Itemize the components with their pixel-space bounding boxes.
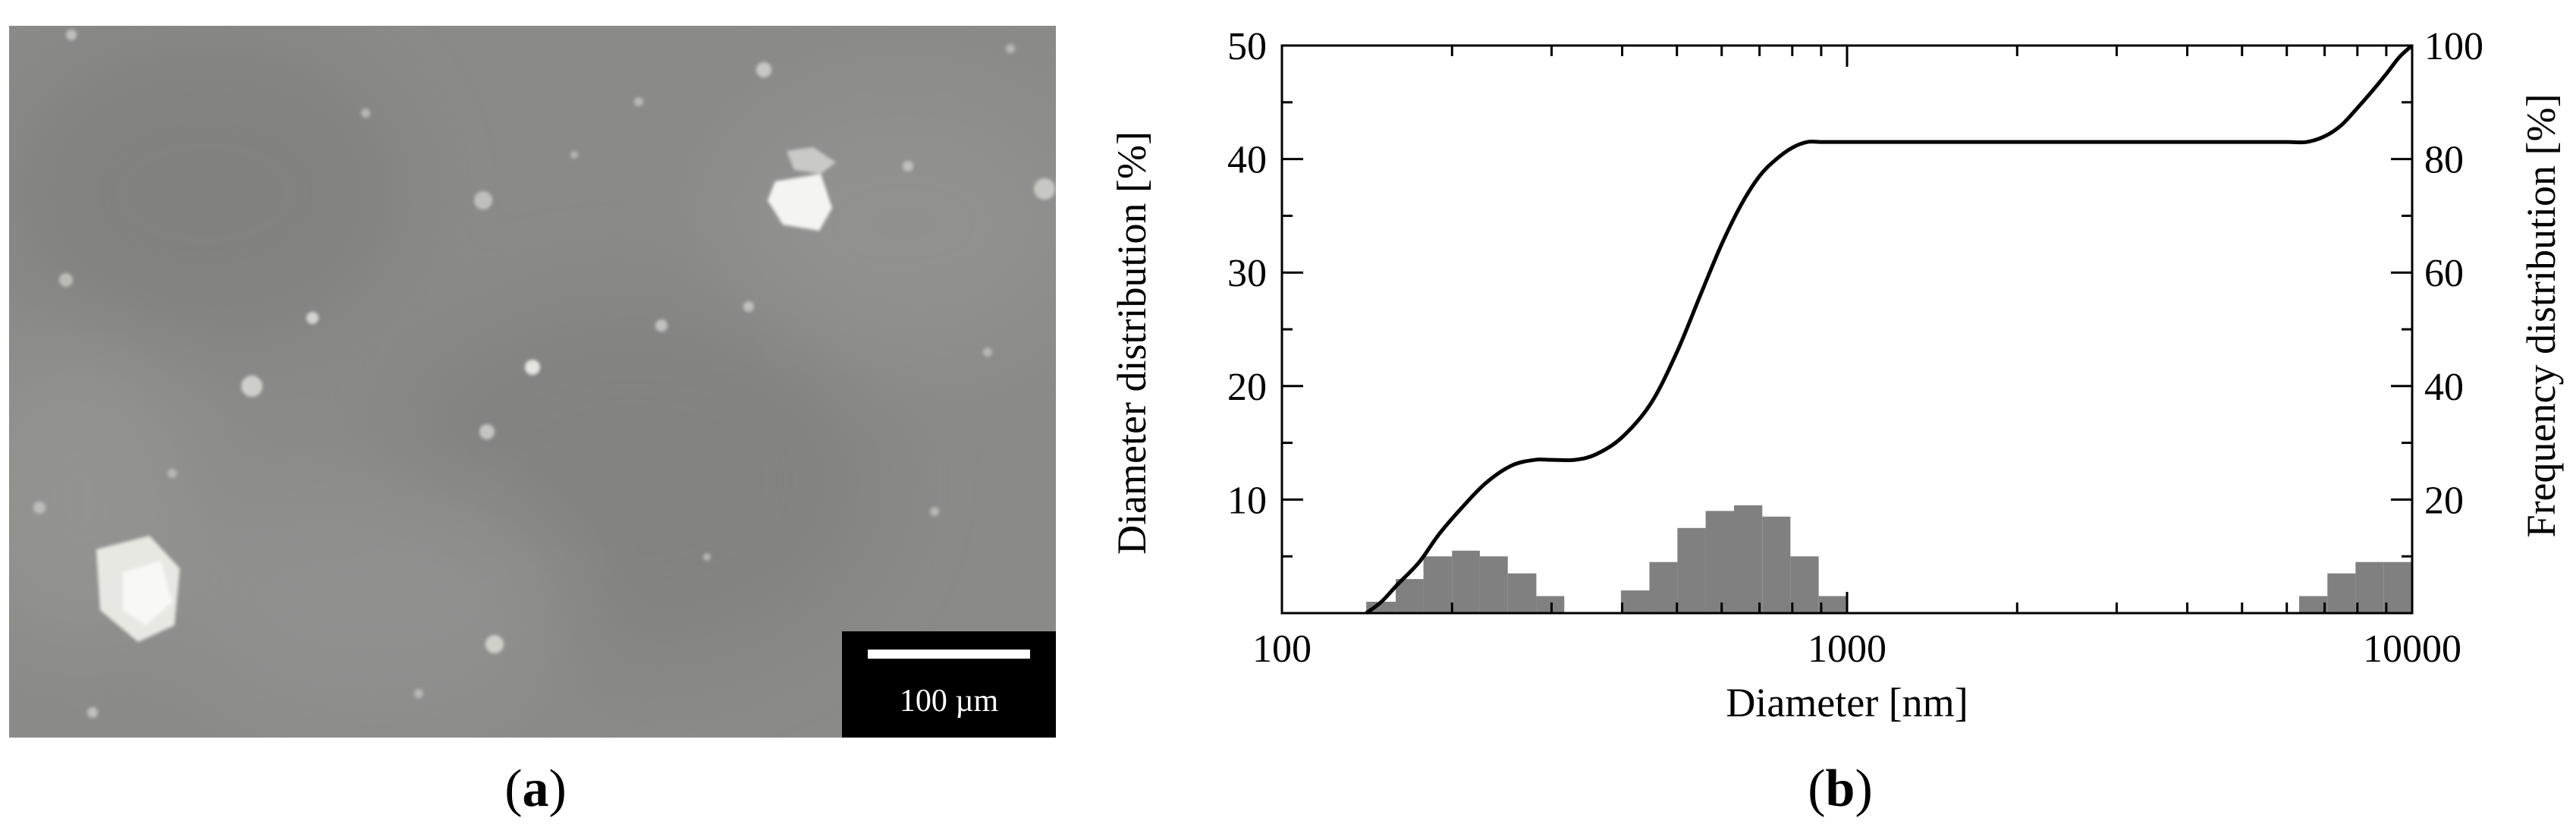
histogram-bar — [1507, 573, 1537, 613]
panel-label-b: b — [1825, 760, 1855, 818]
y-tick-label-left: 50 — [1227, 25, 1267, 68]
histogram-bar — [1705, 511, 1735, 613]
histogram-bar — [1366, 602, 1396, 613]
histogram-bar — [1649, 562, 1678, 613]
y-tick-label-left: 10 — [1227, 479, 1267, 522]
panel-label-a: a — [522, 760, 549, 818]
axis-ticks — [1280, 46, 2414, 613]
histogram-bar — [1452, 550, 1480, 613]
y-tick-label-right: 100 — [2424, 25, 2483, 68]
x-axis-label: Diameter [nm] — [1726, 680, 1968, 725]
x-tick-label: 10000 — [2363, 628, 2461, 671]
histogram-bar — [1479, 556, 1508, 613]
x-tick-label: 1000 — [1808, 628, 1886, 671]
histogram-bar — [1677, 527, 1706, 613]
histogram-bar — [1620, 590, 1650, 613]
micrograph-image: 100 µm — [9, 26, 1056, 738]
histogram-bar — [1396, 579, 1424, 613]
histogram-bar — [1423, 556, 1453, 613]
tick-labels: 100 1000 10000 10 20 30 40 50 20 40 60 80 100 — [1227, 25, 2483, 671]
y-tick-label-right: 40 — [2424, 366, 2464, 409]
histogram-bar — [2383, 562, 2412, 613]
y-tick-label-right: 20 — [2424, 479, 2464, 522]
y-tick-label-left: 30 — [1227, 252, 1267, 295]
scale-bar-line — [868, 650, 1030, 659]
scale-bar-label: 100 µm — [899, 684, 999, 719]
histogram-bar — [2299, 596, 2328, 613]
distribution-chart: 100 1000 10000 10 20 30 40 50 20 40 60 80 100 Diamet… — [1109, 25, 2564, 725]
y-tick-label-left: 20 — [1227, 366, 1267, 409]
histogram-bar — [1790, 556, 1819, 613]
panel-caption-b: (b) — [1808, 760, 1873, 818]
y-axis-label-right: Frequency distribution [%] — [2518, 94, 2564, 538]
plot-frame — [1280, 44, 2414, 615]
histogram-bar — [1536, 596, 1565, 613]
y-tick-label-left: 40 — [1227, 139, 1267, 182]
y-axis-label-left: Diameter distribution [%] — [1109, 131, 1154, 555]
micrograph-texture — [9, 26, 1056, 738]
histogram-bar — [1734, 505, 1763, 613]
cumulative-line — [1365, 44, 2414, 615]
histogram-bar — [2327, 573, 2356, 613]
histogram-bar — [1818, 596, 1847, 613]
x-tick-label: 100 — [1252, 628, 1312, 671]
panel-caption-a: (a) — [504, 760, 567, 818]
histogram-bar — [1762, 516, 1791, 613]
histogram-bar — [2355, 562, 2384, 613]
y-tick-label-right: 60 — [2424, 252, 2464, 295]
histogram-bars — [1366, 505, 2412, 613]
y-tick-label-right: 80 — [2424, 139, 2464, 182]
scale-bar: 100 µm — [842, 631, 1056, 738]
